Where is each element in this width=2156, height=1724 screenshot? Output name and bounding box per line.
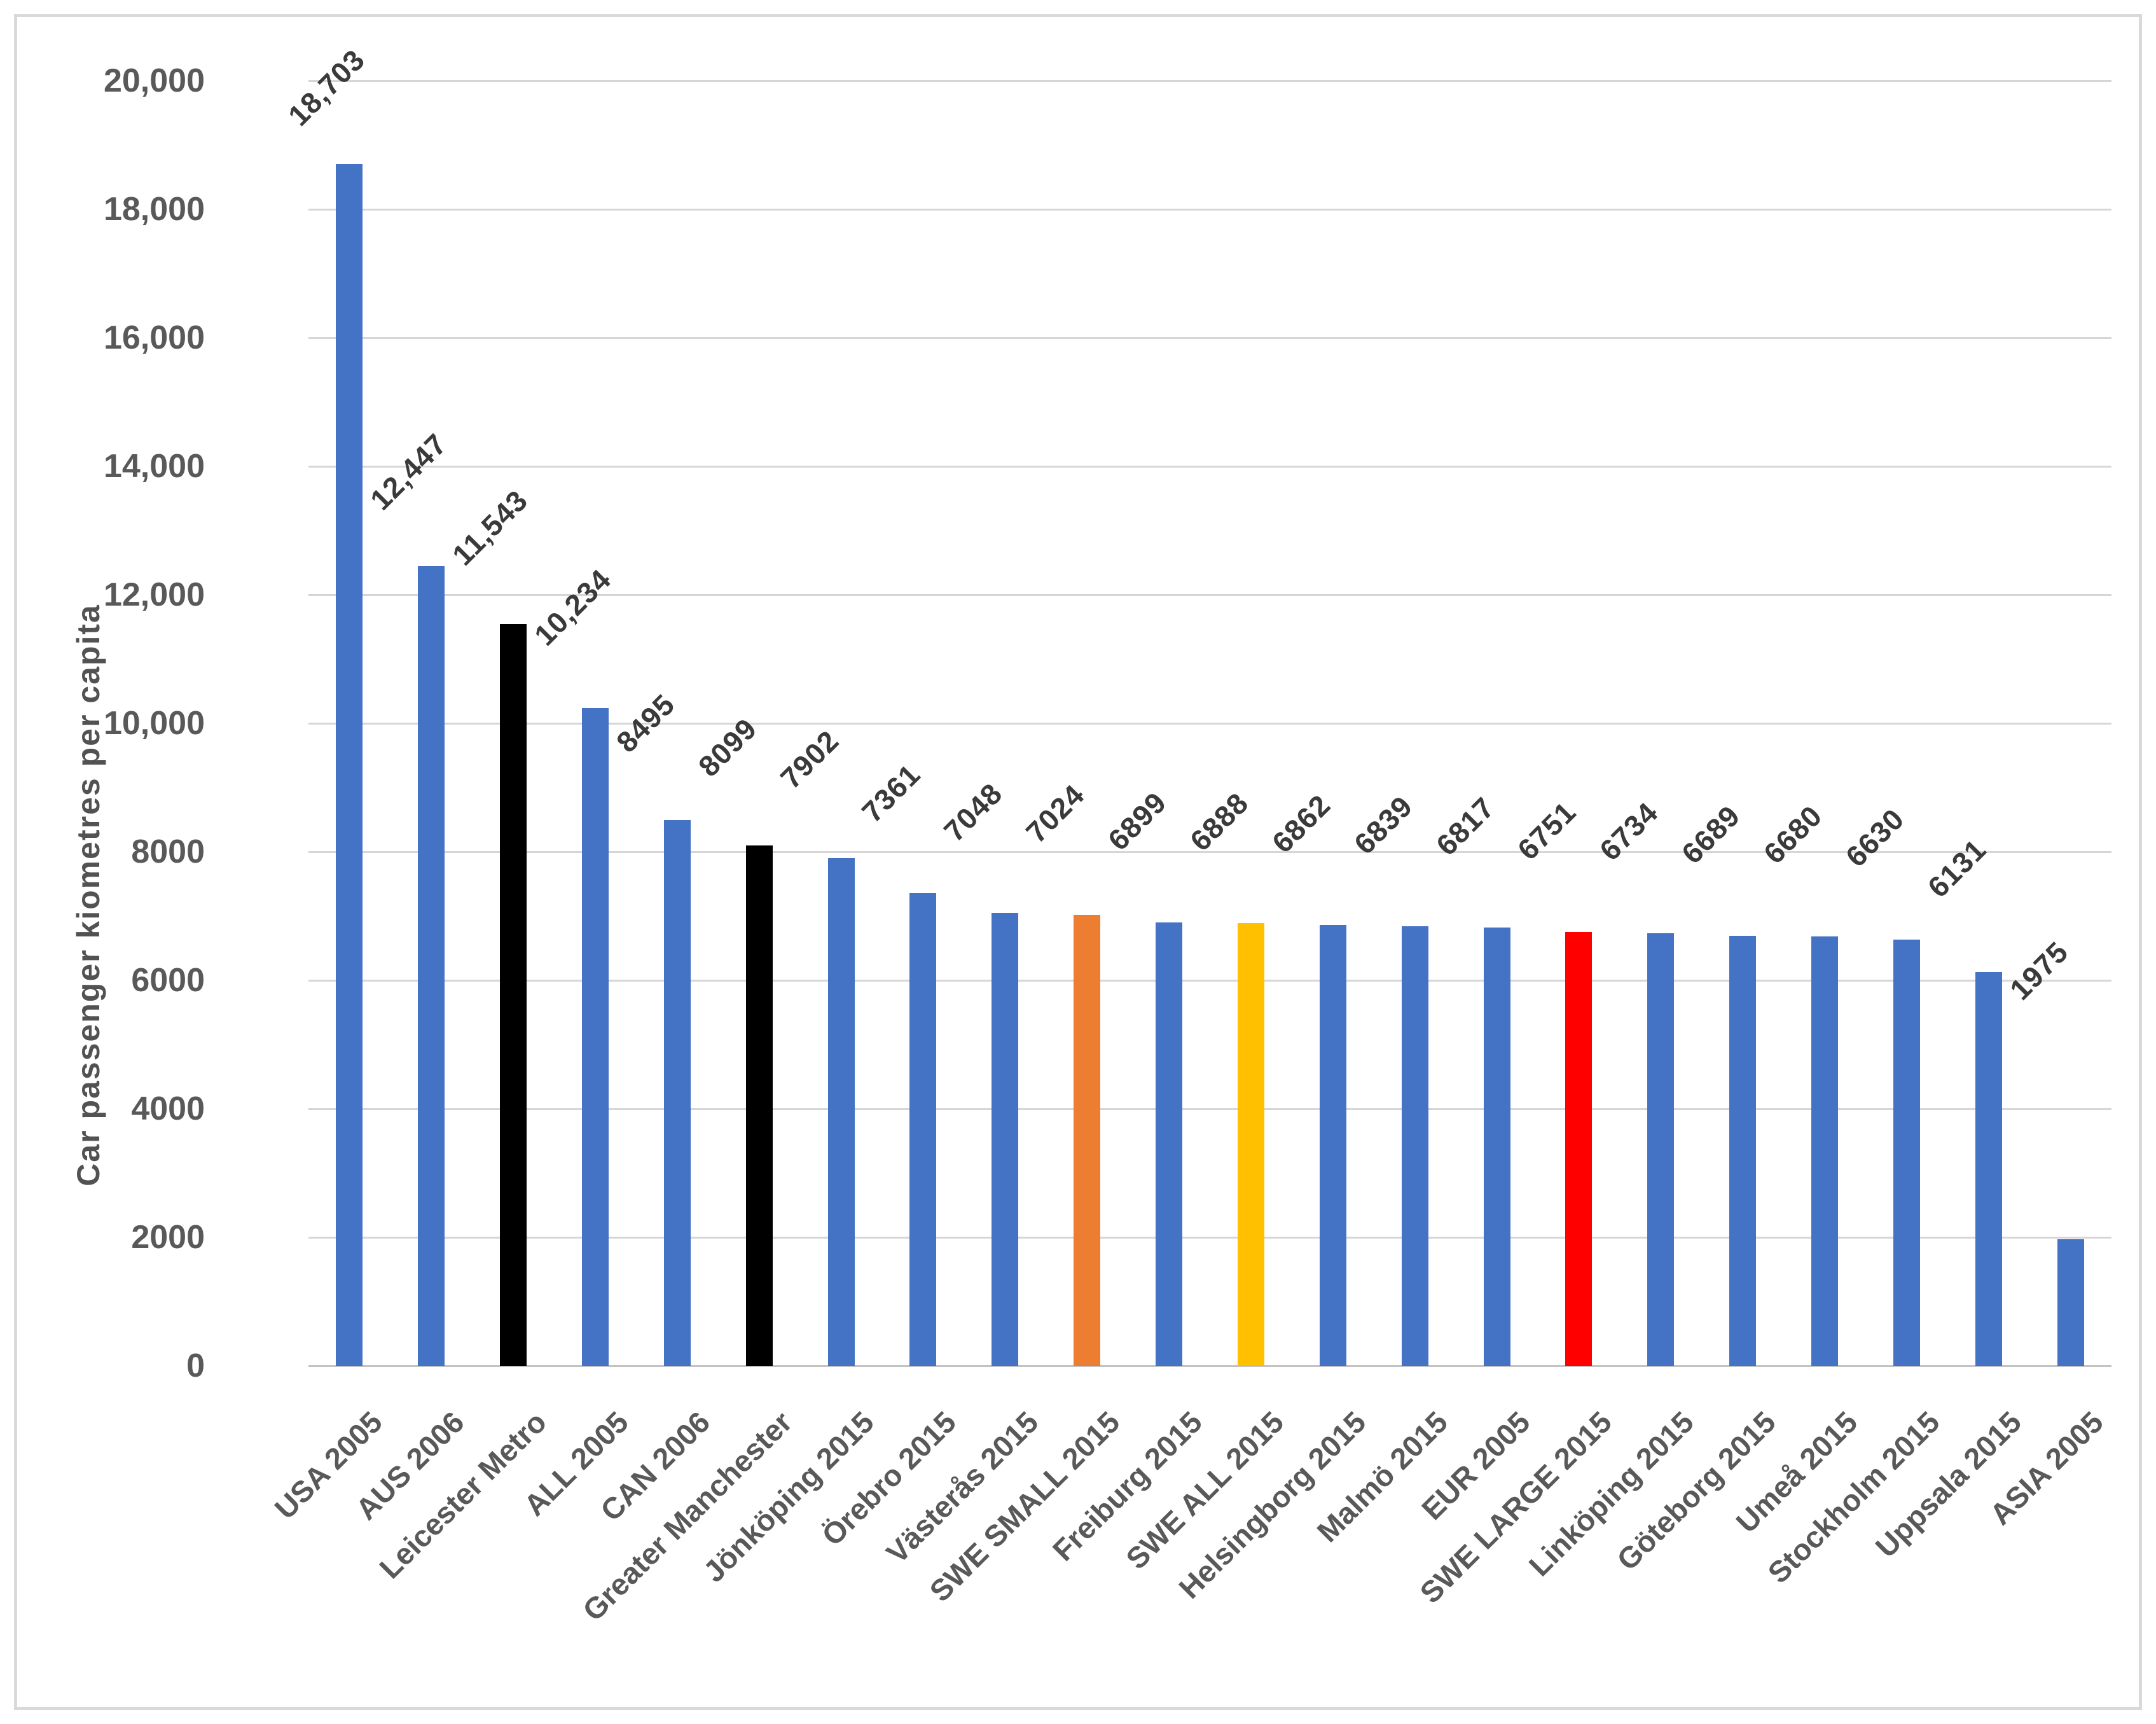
bar-Freiburg 2015	[1156, 922, 1183, 1366]
y-tick-label-6000: 6000	[131, 962, 205, 999]
data-label-SWE ALL 2015: 6888	[1183, 786, 1255, 858]
data-label-ALL 2005: 10,234	[527, 562, 618, 653]
data-label-Malmö 2015: 6839	[1347, 789, 1419, 861]
gridline-2000	[308, 1237, 2111, 1239]
data-label-Linköping 2015: 6734	[1593, 795, 1665, 867]
gridline-12000	[308, 594, 2111, 596]
bar-SWE ALL 2015	[1237, 923, 1264, 1366]
y-tick-label-4000: 4000	[131, 1090, 205, 1127]
bar-Umeå 2015	[1811, 936, 1838, 1366]
x-tick-label-Uppsala 2015: Uppsala 2015	[1869, 1405, 2028, 1564]
gridline-6000	[308, 980, 2111, 982]
data-label-USA 2005: 18,703	[282, 43, 371, 132]
bar-SWE SMALL 2015	[1074, 914, 1101, 1366]
gridline-14000	[308, 466, 2111, 468]
data-label-Uppsala 2015: 6131	[1921, 833, 1993, 905]
bar-ASIA 2005	[2057, 1239, 2084, 1366]
bar-Malmö 2015	[1401, 926, 1428, 1366]
bar-Linköping 2015	[1647, 933, 1675, 1366]
bar-Västerås 2015	[992, 913, 1019, 1366]
gridline-8000	[308, 851, 2111, 853]
bar-Greater Manchester	[745, 845, 773, 1366]
data-label-Leicester Metro: 11,543	[446, 483, 534, 572]
bar-Uppsala 2015	[1975, 971, 2002, 1366]
y-tick-label-18,000: 18,000	[103, 191, 205, 228]
data-label-Örebro 2015: 7361	[855, 757, 927, 829]
data-label-ASIA 2005: 1975	[2003, 935, 2075, 1007]
bar-USA 2005	[336, 164, 363, 1366]
bar-EUR 2005	[1483, 928, 1510, 1366]
gridline-10000	[308, 723, 2111, 725]
bar-Göteborg 2015	[1729, 936, 1757, 1366]
data-label-Umeå 2015: 6680	[1757, 799, 1828, 871]
bar-Stockholm 2015	[1893, 940, 1920, 1366]
bar-ALL 2005	[582, 708, 609, 1366]
data-label-Västerås 2015: 7048	[937, 776, 1009, 848]
data-label-Göteborg 2015: 6689	[1675, 798, 1747, 870]
chart-frame: Car passenger kiometres per capita 0 2000…	[14, 14, 2142, 1710]
data-label-Stockholm 2015: 6630	[1839, 802, 1911, 873]
data-label-Helsingborg 2015: 6862	[1265, 788, 1337, 859]
bar-AUS 2006	[418, 566, 445, 1366]
bar-Örebro 2015	[909, 893, 937, 1366]
bar-Jönköping 2015	[827, 858, 855, 1366]
y-tick-label-10,000: 10,000	[103, 705, 205, 742]
data-label-SWE SMALL 2015: 7024	[1019, 777, 1091, 849]
bar-Helsingborg 2015	[1319, 924, 1346, 1366]
gridline-18000	[308, 209, 2111, 211]
plot-area: 0 2000 4000 6000 8000 10,000 12,000 14,000 16,00…	[104, 43, 2111, 1627]
y-tick-label-8000: 8000	[131, 833, 205, 870]
gridline-20000	[308, 80, 2111, 82]
y-tick-label-12,000: 12,000	[103, 576, 205, 613]
x-axis-line	[308, 1365, 2111, 1367]
y-tick-label-2000: 2000	[131, 1219, 205, 1256]
data-label-SWE LARGE 2015: 6751	[1511, 795, 1583, 866]
bar-CAN 2006	[663, 820, 691, 1366]
y-tick-label-20,000: 20,000	[103, 62, 205, 99]
data-label-Jönköping 2015: 7902	[773, 724, 845, 796]
data-label-AUS 2006: 12,447	[364, 427, 453, 517]
y-tick-label-0: 0	[186, 1347, 205, 1384]
y-tick-label-16,000: 16,000	[103, 319, 205, 356]
bar-Leicester Metro	[500, 624, 527, 1366]
gridline-16000	[308, 337, 2111, 339]
gridline-4000	[308, 1108, 2111, 1110]
bar-SWE LARGE 2015	[1565, 932, 1593, 1366]
y-tick-label-14,000: 14,000	[103, 448, 205, 485]
data-label-Freiburg 2015: 6899	[1102, 785, 1173, 857]
